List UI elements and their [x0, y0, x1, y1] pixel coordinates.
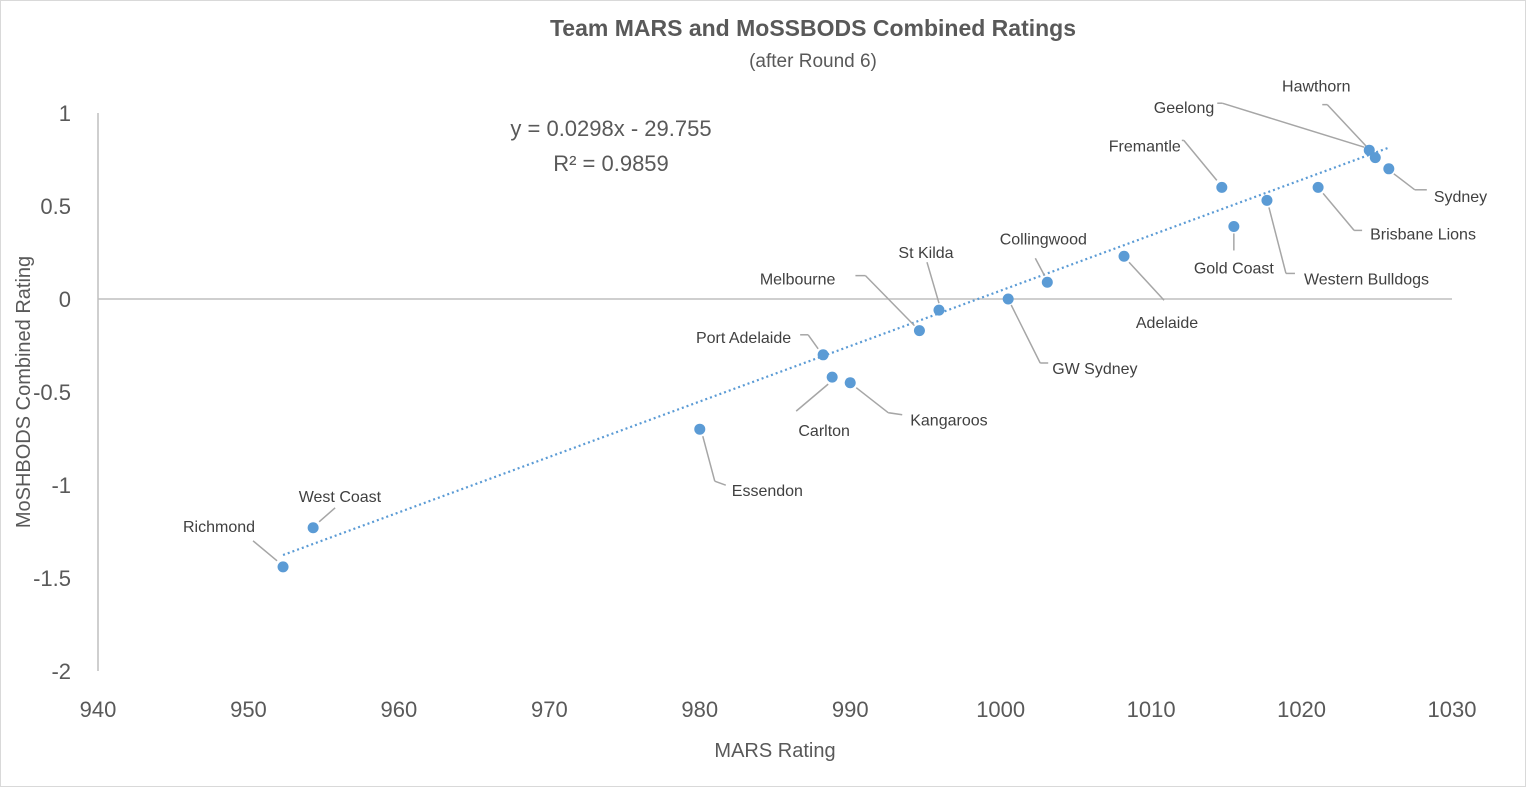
- x-tick-label: 1020: [1277, 697, 1326, 722]
- label-leader-line: [318, 507, 336, 523]
- data-point-essendon: [694, 423, 706, 435]
- data-label-western-bulldogs: Western Bulldogs: [1304, 271, 1429, 288]
- x-tick-label: 1000: [976, 697, 1025, 722]
- label-leader-line: [1322, 192, 1355, 231]
- data-label-kangaroos: Kangaroos: [910, 413, 987, 430]
- trendline-equation: y = 0.0298x - 29.755: [510, 116, 711, 141]
- label-leader-line: [252, 540, 278, 562]
- data-label-melbourne: Melbourne: [760, 272, 836, 289]
- data-labels: Richmond West Coast Essendon Port Adelaide C…: [183, 79, 1487, 536]
- data-label-adelaide: Adelaide: [1136, 315, 1198, 332]
- y-tick-label: -1.5: [33, 566, 71, 591]
- y-tick-label: 1: [59, 101, 71, 126]
- y-tick-label: -1: [51, 473, 71, 498]
- data-label-richmond: Richmond: [183, 519, 255, 536]
- chart-subtitle: (after Round 6): [749, 51, 877, 72]
- data-point-port-adelaide: [817, 349, 829, 361]
- y-tick-label: -2: [51, 659, 71, 684]
- data-label-port-adelaide: Port Adelaide: [696, 330, 791, 347]
- label-leader-line: [807, 334, 819, 350]
- label-leader-line: [1128, 261, 1165, 301]
- label-leader-line: [795, 383, 829, 412]
- x-tick-label: 990: [832, 697, 869, 722]
- linear-trendline: [282, 146, 1390, 557]
- y-tick-label: -0.5: [33, 380, 71, 405]
- data-label-hawthorn: Hawthorn: [1282, 79, 1350, 96]
- x-axis-ticks: 940 950 960 970 980 990 1000 1010 1020 1030: [80, 697, 1477, 722]
- y-axis-ticks: 1 0.5 0 -0.5 -1 -1.5 -2: [33, 101, 71, 684]
- data-label-collingwood: Collingwood: [1000, 231, 1087, 248]
- label-leader-line: [926, 261, 940, 304]
- data-label-west-coast: West Coast: [299, 489, 382, 506]
- data-point-richmond: [277, 561, 289, 573]
- label-leader-line: [1326, 104, 1372, 153]
- data-point-fremantle: [1216, 181, 1228, 193]
- chart-title: Team MARS and MoSSBODS Combined Ratings: [550, 15, 1076, 41]
- y-tick-label: 0.5: [40, 194, 71, 219]
- data-point-melbourne: [913, 325, 925, 337]
- data-point-adelaide: [1118, 250, 1130, 262]
- data-label-brisbane-lions: Brisbane Lions: [1370, 226, 1476, 243]
- data-point-brisbane-lions: [1312, 181, 1324, 193]
- trendline-r-squared: R² = 0.9859: [553, 151, 669, 176]
- data-label-fremantle: Fremantle: [1109, 138, 1181, 155]
- label-leader-line: [1034, 257, 1045, 276]
- data-point-gold-coast: [1228, 220, 1240, 232]
- x-tick-label: 950: [230, 697, 267, 722]
- x-tick-label: 940: [80, 697, 117, 722]
- data-point-hawthorn: [1369, 152, 1381, 164]
- data-point-carlton: [826, 371, 838, 383]
- data-label-geelong: Geelong: [1154, 100, 1215, 117]
- label-leader-line: [855, 387, 889, 414]
- y-tick-label: 0: [59, 287, 71, 312]
- y-axis-title: MoSHBODS Combined Rating: [13, 256, 35, 528]
- data-points: [277, 144, 1395, 573]
- data-point-geelong: [1363, 144, 1375, 156]
- data-label-st-kilda: St Kilda: [898, 245, 953, 262]
- data-point-western-bulldogs: [1261, 194, 1273, 206]
- x-tick-label: 960: [381, 697, 418, 722]
- label-leader-line: [864, 275, 915, 327]
- label-leader-line: [1010, 304, 1041, 364]
- data-label-carlton: Carlton: [798, 423, 850, 440]
- label-leader-line: [1222, 102, 1365, 148]
- x-tick-label: 970: [531, 697, 568, 722]
- data-label-sydney: Sydney: [1434, 189, 1487, 206]
- data-label-gold-coast: Gold Coast: [1194, 260, 1275, 277]
- label-leader-line: [1393, 173, 1416, 191]
- data-point-st-kilda: [933, 304, 945, 316]
- label-leader-lines: [252, 102, 1427, 562]
- data-point-sydney: [1383, 163, 1395, 175]
- x-axis-title: MARS Rating: [714, 740, 835, 762]
- data-label-essendon: Essendon: [732, 483, 803, 500]
- label-leader-line: [888, 411, 903, 416]
- x-tick-label: 1010: [1127, 697, 1176, 722]
- label-leader-line: [702, 436, 716, 482]
- data-label-gw-sydney: GW Sydney: [1052, 361, 1137, 378]
- label-leader-line: [714, 480, 727, 486]
- x-tick-label: 1030: [1428, 697, 1477, 722]
- label-leader-line: [1268, 207, 1287, 274]
- data-point-collingwood: [1041, 276, 1053, 288]
- data-point-gw-sydney: [1002, 293, 1014, 305]
- data-point-west-coast: [307, 522, 319, 534]
- label-leader-line: [1183, 139, 1218, 181]
- x-tick-label: 980: [681, 697, 718, 722]
- data-point-kangaroos: [844, 377, 856, 389]
